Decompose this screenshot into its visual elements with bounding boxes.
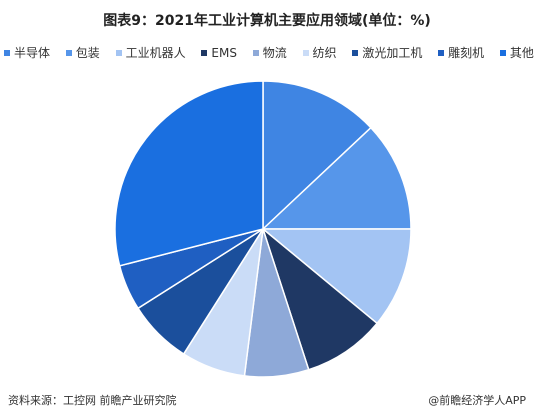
legend-label: 激光加工机 — [362, 46, 423, 60]
legend-item: EMS — [201, 44, 237, 61]
legend-item: 其他 — [499, 44, 534, 61]
legend-swatch — [65, 49, 72, 56]
legend-item: 物流 — [252, 44, 287, 61]
legend-swatch — [115, 49, 122, 56]
legend-item: 工业机器人 — [115, 44, 186, 61]
legend-item: 纺织 — [302, 44, 337, 61]
legend-item: 激光加工机 — [352, 44, 422, 61]
legend-swatch — [438, 49, 445, 56]
legend-label: 包装 — [75, 46, 100, 60]
pie-slice — [262, 80, 372, 231]
legend-swatch — [499, 49, 506, 56]
legend-swatch — [352, 49, 359, 56]
legend-item: 雕刻机 — [438, 44, 484, 61]
legend-swatch — [302, 49, 309, 56]
pie-slice — [114, 80, 264, 267]
legend: 半导体 包装 工业机器人 EMS 物流 纺织 激光加工机 雕刻机 其他 — [4, 44, 534, 61]
legend-label: 物流 — [262, 46, 287, 60]
legend-swatch — [4, 49, 10, 56]
legend-swatch — [201, 49, 208, 56]
source: 资料来源：工控网 前瞻产业研究院 — [8, 394, 177, 407]
pie-slice — [261, 126, 412, 230]
legend-label: 工业机器人 — [125, 46, 186, 60]
brand: @前瞻经济学人APP — [428, 394, 526, 407]
pie-slice — [261, 226, 379, 371]
legend-label: 其他 — [509, 46, 534, 60]
pie-slice — [260, 228, 412, 325]
chart-title: 图表9：2021年工业计算机主要应用领域(单位：%) — [103, 13, 431, 29]
legend-label: 纺织 — [312, 46, 337, 60]
legend-label: 雕刻机 — [448, 46, 485, 60]
legend-label: 半导体 — [14, 46, 51, 60]
legend-item: 包装 — [65, 44, 100, 61]
legend-item: 半导体 — [4, 44, 50, 61]
legend-swatch — [252, 49, 259, 56]
legend-label: EMS — [211, 45, 237, 60]
